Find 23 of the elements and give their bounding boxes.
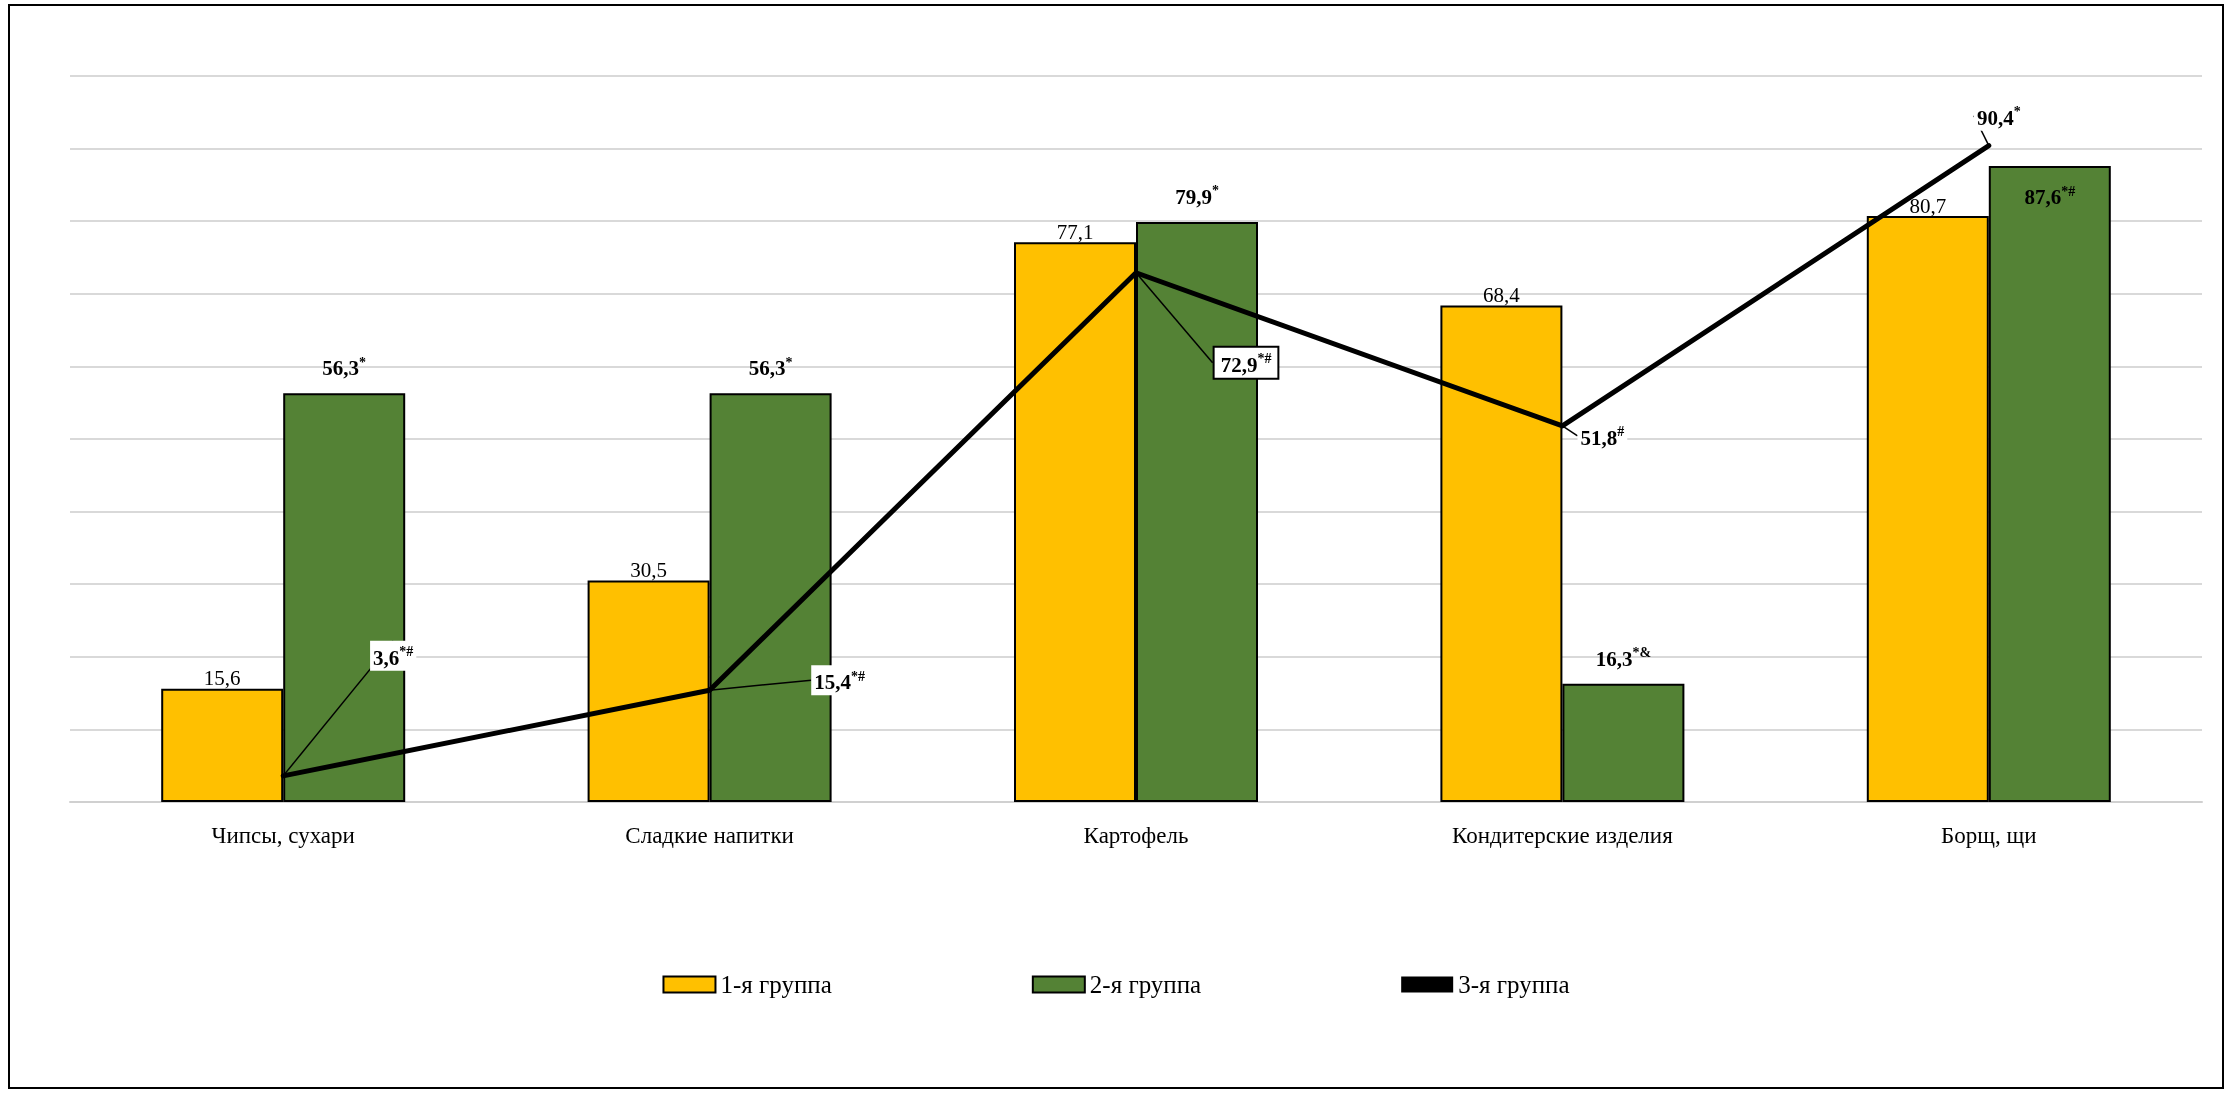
data-label: 15,4*#	[814, 668, 865, 695]
x-tick-label: Сладкие напитки	[625, 823, 794, 848]
data-label: 72,9*#	[1220, 351, 1272, 377]
x-tick-label: Кондитерские изделия	[1452, 823, 1674, 848]
data-label: 15,6	[203, 666, 241, 691]
legend-label: 1-я группа	[720, 971, 832, 998]
data-label: 77,1	[1056, 219, 1094, 244]
legend-label: 2-я группа	[1089, 971, 1202, 998]
data-label: 80,7	[1909, 193, 1947, 218]
data-label: 30,5	[630, 558, 667, 583]
legend-label: 3-я группа	[1458, 971, 1570, 998]
data-label: 79,9*	[1175, 183, 1219, 209]
data-label: 56,3*	[748, 354, 793, 381]
data-label: 90,4*	[1976, 104, 2021, 130]
x-tick-label: Картофель	[1083, 823, 1189, 848]
data-label: 68,4	[1483, 282, 1521, 307]
x-tick-label: Чипсы, сухари	[211, 823, 355, 848]
data-label: 56,3*	[322, 354, 367, 381]
data-label: 87,6*#	[2024, 183, 2076, 210]
data-label: 3,6*#	[373, 644, 414, 670]
data-label: 16,3*&	[1595, 645, 1652, 671]
x-tick-label: Борщ, щи	[1941, 823, 2037, 848]
data-label: 51,8#	[1580, 424, 1625, 450]
